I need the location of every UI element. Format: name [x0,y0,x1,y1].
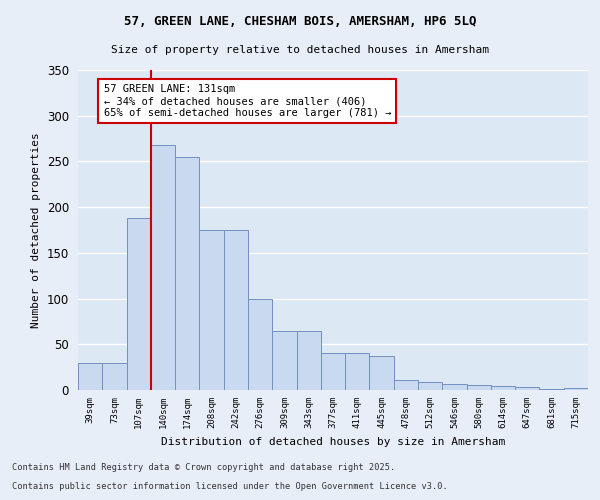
Bar [345,354,370,390]
Bar [248,300,272,390]
Text: Contains public sector information licensed under the Open Government Licence v3: Contains public sector information licen… [12,482,448,491]
Bar [321,354,345,390]
Text: Contains HM Land Registry data © Crown copyright and database right 2025.: Contains HM Land Registry data © Crown c… [12,464,395,472]
Text: Size of property relative to detached houses in Amersham: Size of property relative to detached ho… [111,45,489,55]
Bar [127,218,151,390]
Bar [296,330,321,390]
Bar [370,356,394,390]
Bar [442,384,467,390]
Bar [564,388,588,390]
Bar [151,145,175,390]
Text: 57, GREEN LANE, CHESHAM BOIS, AMERSHAM, HP6 5LQ: 57, GREEN LANE, CHESHAM BOIS, AMERSHAM, … [124,15,476,28]
Bar [394,380,418,390]
Bar [102,364,127,390]
Bar [199,230,224,390]
Bar [467,386,491,390]
Text: 57 GREEN LANE: 131sqm
← 34% of detached houses are smaller (406)
65% of semi-det: 57 GREEN LANE: 131sqm ← 34% of detached … [104,84,391,117]
Bar [78,364,102,390]
Bar [539,389,564,390]
Bar [418,382,442,390]
X-axis label: Distribution of detached houses by size in Amersham: Distribution of detached houses by size … [161,437,505,447]
Bar [175,157,199,390]
Bar [272,330,296,390]
Bar [224,230,248,390]
Y-axis label: Number of detached properties: Number of detached properties [31,132,41,328]
Bar [491,386,515,390]
Bar [515,388,539,390]
